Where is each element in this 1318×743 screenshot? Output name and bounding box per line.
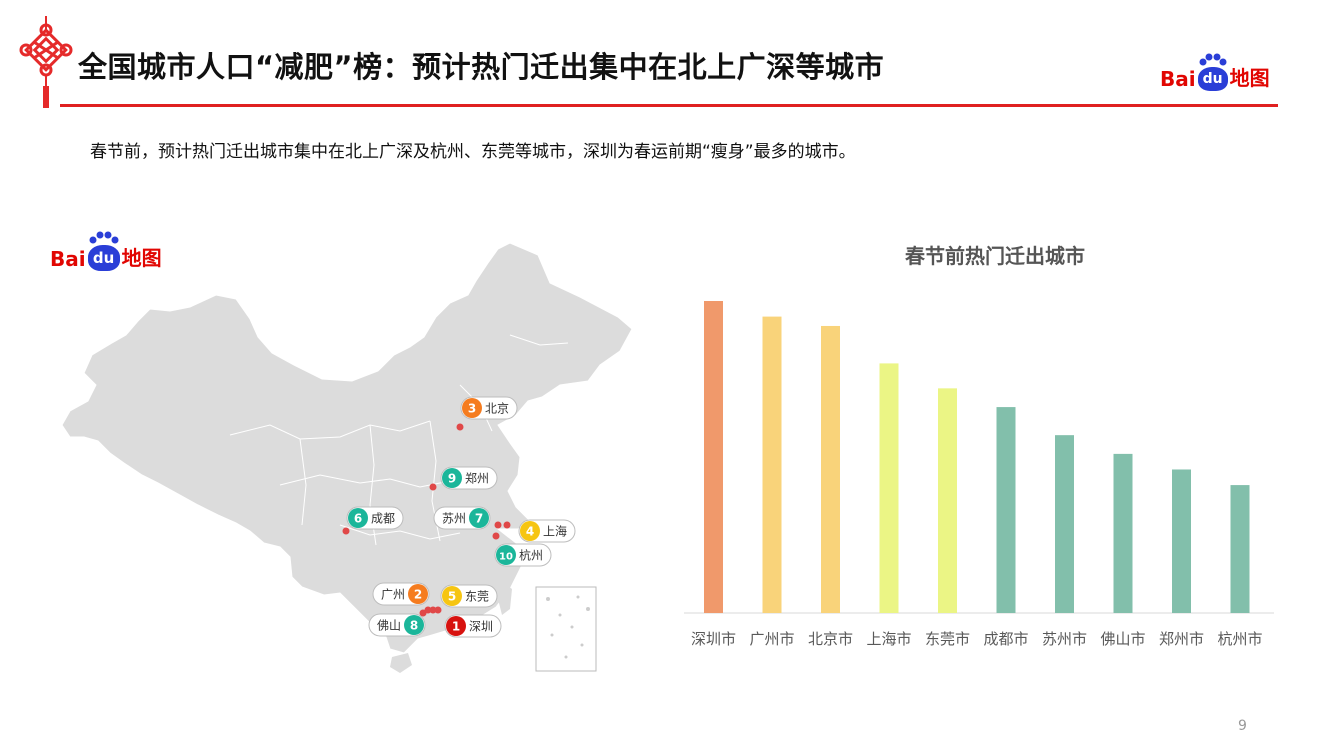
- x-tick-label: 成都市: [983, 630, 1028, 648]
- header-divider: [60, 104, 1278, 107]
- bar-8: [1113, 453, 1133, 613]
- page-title: 全国城市人口“减肥”榜：预计热门迁出集中在北上广深等城市: [78, 50, 885, 84]
- rank-number: 9: [448, 472, 456, 486]
- city-markers: 1 深圳 2 广州 3 北京 4 上海 5 东莞 6 成都 7 苏州 8 佛山 9 郑州 10 杭州: [342, 396, 576, 638]
- city-dot: [429, 483, 437, 491]
- city-dot: [419, 609, 427, 617]
- logo-map-text: 地图: [121, 246, 162, 270]
- bar-6: [996, 407, 1016, 613]
- rank-number: 3: [468, 402, 476, 416]
- bar-10: [1230, 485, 1250, 613]
- bar-9: [1172, 469, 1191, 613]
- city-marker-6[interactable]: 6 成都: [346, 506, 404, 530]
- rank-badge: [442, 586, 462, 606]
- paw-icon: du: [1197, 53, 1228, 91]
- city-dot: [456, 423, 464, 431]
- city-dot: [494, 521, 502, 529]
- city-dot: [434, 606, 442, 614]
- logo-bai-text: Bai: [1160, 67, 1196, 91]
- city-name: 东莞: [465, 590, 489, 604]
- china-map: 1 深圳 2 广州 3 北京 4 上海 5 东莞 6 成都 7 苏州 8 佛山 9 郑州 10 杭州: [61, 242, 633, 673]
- bar-3: [821, 325, 840, 613]
- rank-number: 5: [448, 590, 456, 604]
- taiwan-island-shape: [498, 583, 512, 615]
- logo-du-text: du: [1202, 71, 1223, 87]
- inset-islands: [546, 595, 590, 659]
- rank-badge: [520, 521, 540, 541]
- city-name: 广州: [381, 588, 405, 602]
- city-marker-5[interactable]: 5 东莞: [440, 584, 498, 608]
- city-name: 北京: [485, 402, 509, 416]
- rank-number: 4: [526, 525, 534, 539]
- city-name: 郑州: [465, 471, 489, 486]
- rank-number: 10: [499, 552, 513, 563]
- rank-number: 6: [354, 512, 362, 526]
- city-dot: [492, 532, 500, 540]
- logo-bai-text: Bai: [50, 247, 86, 271]
- city-marker-1[interactable]: 1 深圳: [444, 614, 502, 638]
- city-marker-9[interactable]: 9 郑州: [440, 466, 498, 490]
- logo-map-text: 地图: [1229, 66, 1270, 90]
- city-name: 苏州: [442, 512, 466, 526]
- rank-badge: [404, 615, 424, 635]
- city-dot: [342, 527, 350, 535]
- rank-number: 1: [452, 620, 460, 634]
- paw-toes-icon: [89, 231, 119, 244]
- hainan-island-shape: [390, 653, 412, 673]
- rank-number: 7: [475, 512, 483, 526]
- city-name: 上海: [543, 524, 567, 539]
- outflow-bar-chart: 春节前热门迁出城市 深圳市 广州市 北京市 上海市 东莞市 成都市 苏州市 佛山市 郑州市 杭州市: [684, 244, 1274, 648]
- city-name: 成都: [371, 512, 395, 526]
- x-tick-label: 苏州市: [1042, 630, 1087, 648]
- rank-badge: [348, 508, 368, 528]
- x-tick-label: 佛山市: [1100, 630, 1145, 648]
- paw-toes-icon: [1199, 53, 1227, 66]
- city-marker-10[interactable]: 10 杭州: [494, 543, 552, 567]
- x-tick-label: 郑州市: [1159, 630, 1204, 648]
- x-tick-label: 上海市: [866, 630, 911, 648]
- x-tick-label: 广州市: [749, 630, 794, 648]
- rank-badge: [408, 584, 428, 604]
- rank-badge: [496, 545, 516, 565]
- baidu-map-logo: Bai du 地图: [1160, 53, 1270, 91]
- city-dot: [429, 606, 437, 614]
- chart-title: 春节前热门迁出城市: [904, 244, 1085, 268]
- page-subtitle: 春节前，预计热门迁出城市集中在北上广深及杭州、东莞等城市，深圳为春运前期“瘦身”…: [90, 142, 856, 162]
- city-name: 佛山: [377, 619, 401, 633]
- rank-number: 2: [414, 588, 422, 602]
- city-dot: [503, 521, 511, 529]
- city-marker-8[interactable]: 8 佛山: [368, 613, 426, 637]
- x-tick-labels: 深圳市 广州市 北京市 上海市 东莞市 成都市 苏州市 佛山市 郑州市 杭州市: [691, 630, 1263, 648]
- city-marker-4[interactable]: 4 上海: [518, 519, 576, 543]
- logo-du-text: du: [92, 249, 115, 267]
- baidu-map-logo-small: Bai du 地图: [50, 231, 162, 271]
- x-tick-label: 北京市: [808, 630, 853, 648]
- chinese-knot-icon: [19, 16, 73, 108]
- bar-1: [704, 301, 723, 613]
- bar-series: [704, 301, 1250, 613]
- city-marker-3[interactable]: 3 北京: [460, 396, 518, 420]
- bar-5: [938, 388, 957, 613]
- bar-7: [1055, 435, 1074, 613]
- city-name: 深圳: [469, 620, 493, 634]
- bar-4: [879, 363, 899, 613]
- x-tick-label: 深圳市: [691, 630, 736, 648]
- city-name: 杭州: [519, 548, 543, 563]
- rank-badge: [469, 508, 489, 528]
- paw-icon: du: [87, 231, 120, 271]
- x-tick-label: 东莞市: [925, 630, 970, 648]
- rank-badge: [442, 468, 462, 488]
- city-marker-7[interactable]: 7 苏州: [433, 506, 491, 530]
- city-marker-2[interactable]: 2 广州: [372, 582, 430, 606]
- rank-badge: [446, 616, 466, 636]
- rank-badge: [462, 398, 482, 418]
- x-tick-label: 杭州市: [1217, 630, 1262, 648]
- bar-2: [762, 316, 782, 613]
- page-number: 9: [1238, 718, 1247, 734]
- china-mainland-shape: [61, 242, 633, 654]
- rank-number: 8: [410, 619, 418, 633]
